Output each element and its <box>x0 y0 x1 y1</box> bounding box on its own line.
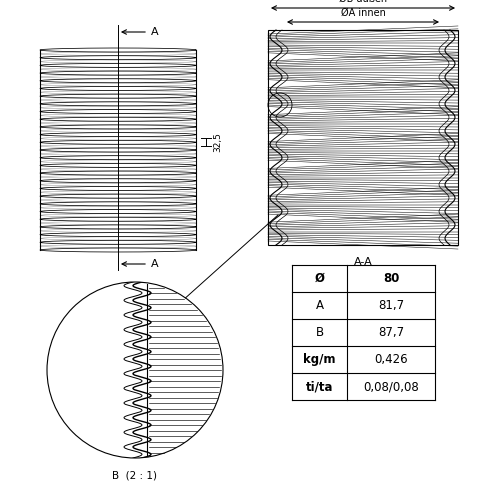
Text: Ø: Ø <box>314 272 324 285</box>
Text: 81,7: 81,7 <box>378 299 404 312</box>
Text: A: A <box>316 299 324 312</box>
Text: 80: 80 <box>383 272 399 285</box>
Text: B  (2 : 1): B (2 : 1) <box>112 470 158 480</box>
Text: ti/ta: ti/ta <box>306 380 333 393</box>
Text: 87,7: 87,7 <box>378 326 404 339</box>
Text: A-A: A-A <box>354 257 372 267</box>
Text: kg/m: kg/m <box>303 353 336 366</box>
Text: A: A <box>151 259 158 269</box>
Text: B: B <box>316 326 324 339</box>
Text: 0,426: 0,426 <box>374 353 408 366</box>
Text: 0,08/0,08: 0,08/0,08 <box>363 380 419 393</box>
Bar <box>268 30 458 245</box>
Text: 32,5: 32,5 <box>213 132 222 152</box>
Text: ØB außen: ØB außen <box>339 0 387 4</box>
Text: A: A <box>151 27 158 37</box>
Text: ØA innen: ØA innen <box>340 8 386 18</box>
